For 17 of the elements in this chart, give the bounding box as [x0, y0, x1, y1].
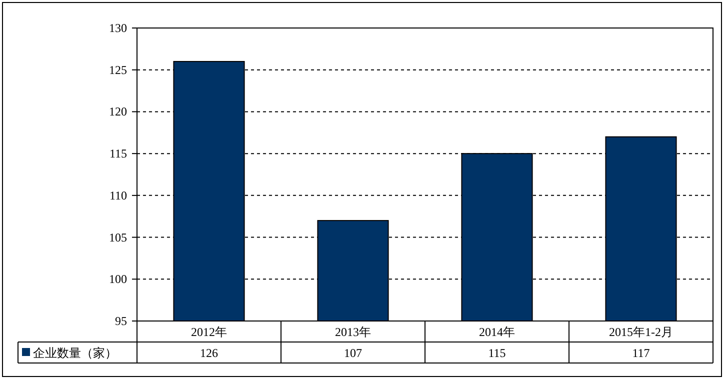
x-tick-label: 2015年1-2月 [609, 325, 673, 339]
data-label: 126 [200, 346, 218, 360]
data-label: 117 [632, 346, 650, 360]
x-tick-label: 2014年 [479, 325, 515, 339]
data-label: 107 [344, 346, 362, 360]
legend-label: 企业数量（家） [33, 346, 117, 360]
x-tick-label: 2013年 [335, 325, 371, 339]
data-label: 115 [488, 346, 506, 360]
y-tick-label: 130 [109, 21, 127, 35]
y-tick-label: 95 [115, 314, 127, 328]
y-tick-label: 110 [109, 188, 127, 202]
y-tick-label: 120 [109, 104, 127, 119]
y-tick-label: 125 [109, 62, 127, 77]
x-tick-label: 2012年 [191, 325, 227, 339]
y-tick-label: 105 [109, 230, 127, 244]
y-tick-label: 115 [109, 146, 127, 161]
y-tick-label: 100 [109, 272, 127, 286]
